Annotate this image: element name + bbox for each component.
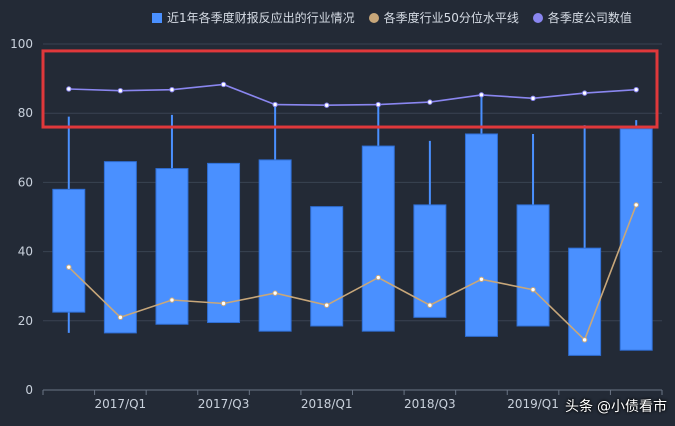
y-gridlines <box>43 43 662 322</box>
y-tick-label: 20 <box>18 314 33 328</box>
series-point <box>633 202 639 208</box>
y-tick-label: 60 <box>18 175 33 189</box>
legend-label: 各季度公司数值 <box>547 11 632 25</box>
series-point <box>324 302 330 308</box>
series-point <box>427 302 433 308</box>
legend-item-industry-range[interactable]: 近1年各季度财报反应出的行业情况 <box>152 9 355 26</box>
series-point <box>169 297 175 303</box>
legend-item-median[interactable]: 各季度行业50分位水平线 <box>368 9 519 26</box>
legend-swatch-box <box>152 12 162 23</box>
series-point <box>375 101 381 108</box>
series-point <box>66 86 72 92</box>
series-point <box>375 274 381 281</box>
series-point <box>633 86 639 93</box>
highlight-rect <box>41 49 659 129</box>
y-tick-label: 40 <box>18 245 33 259</box>
box-body <box>103 161 137 334</box>
box-body <box>258 159 292 332</box>
x-tick-label: 2019/Q1 <box>507 397 559 411</box>
y-tick-label: 100 <box>10 37 33 51</box>
series-line <box>68 83 637 107</box>
x-tick-label: 2017/Q3 <box>198 397 250 411</box>
box-body <box>361 145 395 332</box>
box-body <box>207 162 241 324</box>
series-point <box>530 286 536 293</box>
watermark-name: @小债看市 <box>597 399 667 415</box>
series-point <box>478 276 485 282</box>
axes: 0 20 40 60 80 100 2017/Q1 2017/Q3 2018/Q1 2018/Q3… <box>10 37 663 411</box>
y-tick-label: 80 <box>18 106 33 120</box>
box-body <box>619 128 653 351</box>
watermark-prefix: 头条 <box>565 399 593 415</box>
legend-swatch-dot <box>368 12 379 23</box>
series-point <box>117 88 124 94</box>
series-point <box>324 102 330 108</box>
series-point <box>272 290 278 296</box>
series-point <box>169 86 175 93</box>
line-series <box>66 81 639 343</box>
box-body <box>464 133 498 337</box>
y-tick-label: 0 <box>25 383 33 397</box>
chart-legend: 近1年各季度财报反应出的行业情况 各季度行业50分位水平线 各季度公司数值 <box>152 9 632 26</box>
watermark: 头条 @小债看市 <box>565 396 667 416</box>
series-point <box>220 300 227 307</box>
boxplot-series <box>52 95 653 356</box>
highlight-frame <box>41 49 659 129</box>
box-body <box>52 188 86 313</box>
series-line <box>68 204 637 342</box>
box-body <box>310 206 344 327</box>
series-point <box>66 264 72 270</box>
series-point <box>117 314 124 321</box>
series-point <box>272 101 278 108</box>
series-point <box>220 81 227 88</box>
x-tick-label: 2018/Q1 <box>301 397 353 411</box>
series-point <box>427 99 433 105</box>
series-point <box>530 95 536 102</box>
series-point <box>581 90 588 96</box>
x-tick-label: 2018/Q3 <box>404 397 456 411</box>
legend-label: 各季度行业50分位水平线 <box>383 11 519 25</box>
series-point <box>478 92 485 98</box>
legend-label: 近1年各季度财报反应出的行业情况 <box>167 11 355 25</box>
x-tick-label: 2017/Q1 <box>95 397 147 411</box>
legend-swatch-dot <box>532 12 543 23</box>
legend-item-company[interactable]: 各季度公司数值 <box>532 9 632 26</box>
series-point <box>581 337 588 343</box>
box-body <box>516 204 550 327</box>
